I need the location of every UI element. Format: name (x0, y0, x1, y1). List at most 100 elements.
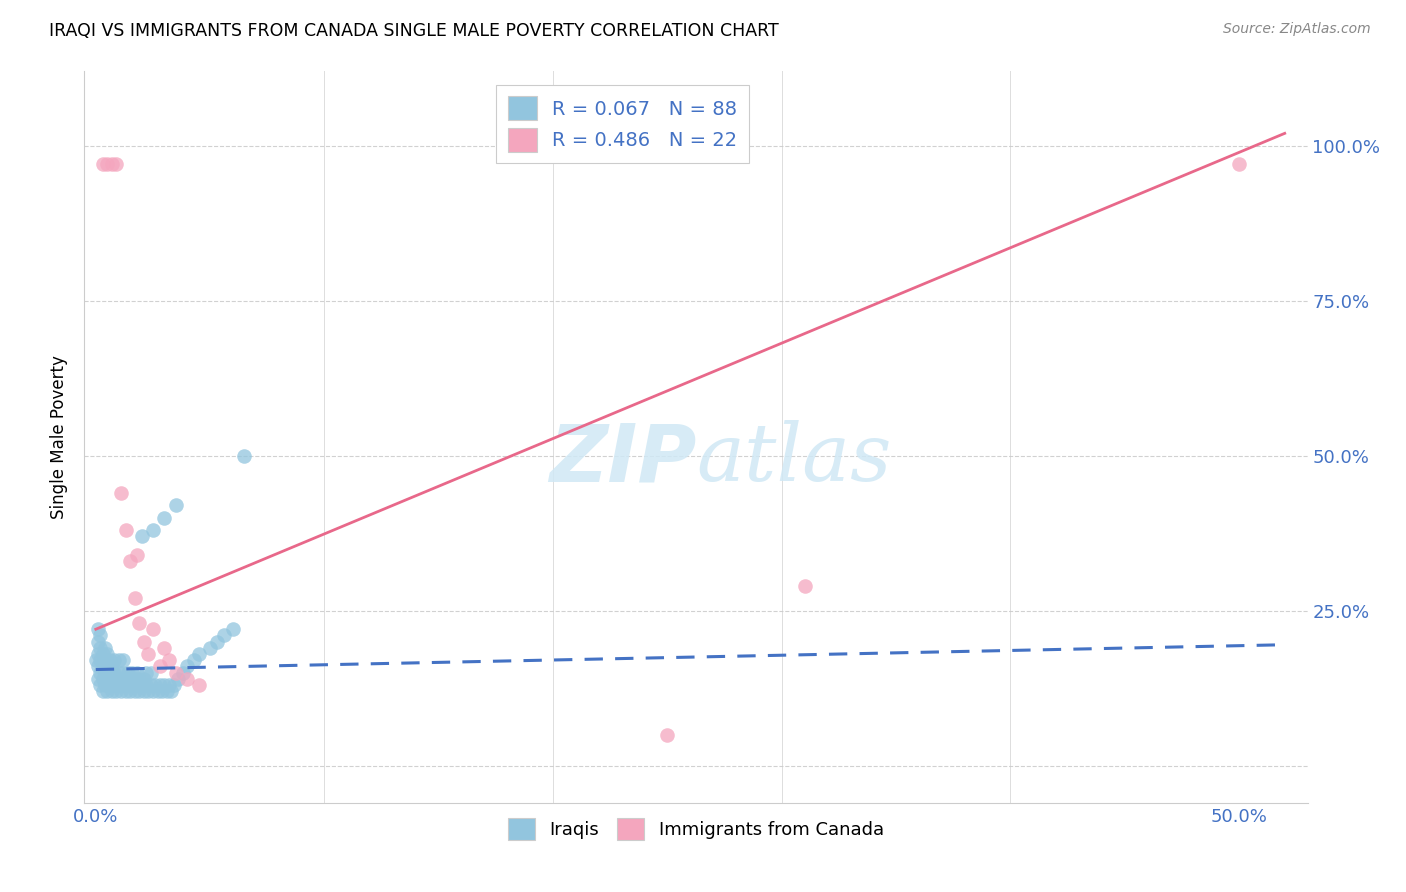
Point (105, 157, 128, 171)
Point (132, 684, 155, 698)
Point (98, 678, 121, 692)
Point (156, 684, 179, 698)
Point (125, 548, 148, 562)
Point (114, 684, 136, 698)
Point (98, 665, 121, 680)
Point (114, 672, 136, 686)
Point (120, 554, 142, 568)
Point (120, 684, 142, 698)
Point (101, 672, 124, 686)
Point (157, 653, 180, 667)
Point (120, 672, 142, 686)
Point (87, 647, 110, 661)
Point (96, 672, 118, 686)
Point (107, 653, 129, 667)
Point (94, 640, 117, 655)
Point (103, 653, 125, 667)
Point (149, 659, 172, 673)
Point (89, 653, 111, 667)
Point (91, 647, 114, 661)
Point (153, 640, 176, 655)
Point (121, 665, 143, 680)
Point (1227, 157, 1250, 171)
Point (132, 672, 155, 686)
Point (153, 510, 176, 524)
Point (110, 672, 132, 686)
Point (87, 634, 110, 648)
Point (87, 622, 110, 636)
Point (160, 684, 183, 698)
Point (793, 579, 815, 593)
Point (103, 665, 125, 680)
Point (131, 529, 153, 543)
Point (212, 628, 235, 642)
Point (105, 684, 128, 698)
Point (157, 678, 180, 692)
Point (94, 678, 117, 692)
Point (153, 678, 176, 692)
Point (135, 678, 157, 692)
Point (138, 647, 160, 661)
Point (187, 678, 209, 692)
Point (124, 591, 146, 606)
Point (150, 684, 173, 698)
Point (131, 678, 153, 692)
Legend: Iraqis, Immigrants from Canada: Iraqis, Immigrants from Canada (499, 808, 893, 848)
Point (117, 665, 139, 680)
Point (143, 678, 166, 692)
Point (233, 449, 256, 463)
Point (107, 665, 129, 680)
Point (91, 672, 114, 686)
Point (142, 622, 165, 636)
Point (172, 665, 194, 680)
Point (124, 672, 146, 686)
Text: Source: ZipAtlas.com: Source: ZipAtlas.com (1223, 22, 1371, 37)
Point (94, 665, 117, 680)
Point (91, 157, 114, 171)
Point (107, 678, 129, 692)
Point (124, 684, 146, 698)
Point (98, 653, 121, 667)
Point (125, 678, 148, 692)
Y-axis label: Single Male Poverty: Single Male Poverty (51, 355, 69, 519)
Point (657, 728, 679, 742)
Point (183, 653, 205, 667)
Point (105, 672, 128, 686)
Point (117, 678, 139, 692)
Point (96, 659, 118, 673)
Point (96, 157, 118, 171)
Point (101, 684, 124, 698)
Point (110, 486, 132, 500)
Point (112, 653, 135, 667)
Point (94, 653, 117, 667)
Point (187, 647, 209, 661)
Point (165, 498, 187, 512)
Point (149, 678, 172, 692)
Point (165, 665, 187, 680)
Point (112, 665, 135, 680)
Point (176, 672, 198, 686)
Point (87, 659, 110, 673)
Point (87, 672, 110, 686)
Point (142, 684, 165, 698)
Point (128, 672, 150, 686)
Text: ZIP: ZIP (548, 420, 696, 498)
Point (205, 634, 228, 648)
Point (103, 678, 125, 692)
Point (162, 678, 184, 692)
Point (96, 647, 118, 661)
Point (222, 622, 245, 636)
Text: IRAQI VS IMMIGRANTS FROM CANADA SINGLE MALE POVERTY CORRELATION CHART: IRAQI VS IMMIGRANTS FROM CANADA SINGLE M… (49, 22, 779, 40)
Point (101, 157, 124, 171)
Text: atlas: atlas (696, 420, 891, 498)
Point (142, 523, 165, 537)
Point (91, 684, 114, 698)
Point (167, 672, 190, 686)
Point (139, 665, 162, 680)
Point (176, 659, 198, 673)
Point (89, 640, 111, 655)
Point (121, 678, 143, 692)
Point (89, 665, 111, 680)
Point (89, 678, 111, 692)
Point (139, 678, 162, 692)
